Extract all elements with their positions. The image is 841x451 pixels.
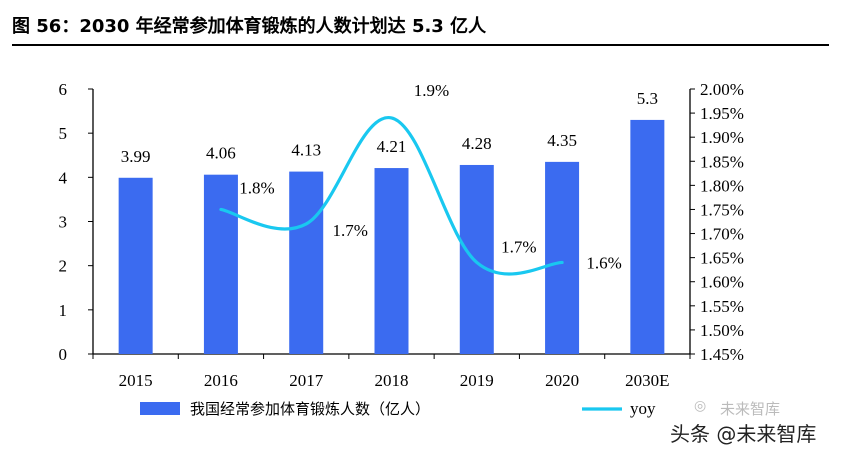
wechat-icon: ◎ — [694, 398, 707, 414]
right-tick-label: 1.65% — [700, 249, 744, 268]
right-tick-label: 1.80% — [700, 176, 744, 195]
x-tick-label: 2015 — [119, 371, 153, 390]
x-tick-label: 2019 — [460, 371, 494, 390]
bar — [374, 168, 409, 354]
right-tick-label: 2.00% — [700, 80, 744, 99]
right-tick-label: 1.95% — [700, 104, 744, 123]
left-tick-label: 5 — [59, 124, 68, 143]
yoy-value-label: 1.8% — [239, 178, 274, 197]
watermark-top: 未来智库 — [720, 400, 781, 418]
bar — [630, 119, 665, 355]
x-tick-label: 2020 — [545, 371, 579, 390]
left-tick-label: 4 — [59, 168, 68, 187]
legend-line-label: yoy — [630, 399, 656, 418]
x-tick-label: 2017 — [289, 371, 324, 390]
yoy-line — [219, 116, 564, 276]
left-tick-label: 2 — [59, 257, 68, 276]
bar — [289, 171, 324, 354]
bar-value-label: 5.3 — [637, 89, 658, 108]
left-tick-label: 0 — [59, 345, 68, 364]
title-underline — [12, 44, 829, 46]
bar — [459, 164, 494, 354]
bar-value-label: 4.28 — [462, 134, 492, 153]
bar-value-label: 3.99 — [121, 147, 151, 166]
bar — [118, 177, 153, 354]
yoy-value-label: 1.9% — [414, 81, 449, 100]
right-tick-label: 1.90% — [700, 128, 744, 147]
right-tick-label: 1.60% — [700, 273, 744, 292]
legend-bar-label: 我国经常参加体育锻炼人数（亿人） — [190, 400, 430, 418]
bar-value-label: 4.21 — [377, 137, 407, 156]
legend-bar-swatch — [140, 402, 180, 415]
x-tick-label: 2016 — [204, 371, 238, 390]
bar-value-label: 4.35 — [547, 131, 577, 150]
left-tick-label: 6 — [59, 80, 68, 99]
bar-value-label: 4.06 — [206, 144, 236, 163]
bar — [203, 174, 238, 354]
left-tick-label: 3 — [59, 213, 68, 232]
right-tick-label: 1.70% — [700, 225, 744, 244]
right-tick-label: 1.55% — [700, 297, 744, 316]
right-tick-label: 1.85% — [700, 152, 744, 171]
watermark-bottom: 头条 @未来智库 — [670, 422, 817, 446]
left-tick-label: 1 — [59, 301, 68, 320]
right-tick-label: 1.45% — [700, 345, 744, 364]
right-tick-label: 1.75% — [700, 200, 744, 219]
yoy-value-label: 1.7% — [501, 237, 536, 256]
right-tick-label: 1.50% — [700, 321, 744, 340]
chart-title: 图 56：2030 年经常参加体育锻炼的人数计划达 5.3 亿人 — [12, 16, 487, 37]
x-tick-label: 2030E — [625, 371, 669, 390]
yoy-value-label: 1.7% — [333, 221, 368, 240]
bar — [545, 161, 580, 354]
yoy-value-label: 1.6% — [586, 253, 621, 272]
bar-value-label: 4.13 — [291, 141, 321, 160]
x-tick-label: 2018 — [375, 371, 409, 390]
